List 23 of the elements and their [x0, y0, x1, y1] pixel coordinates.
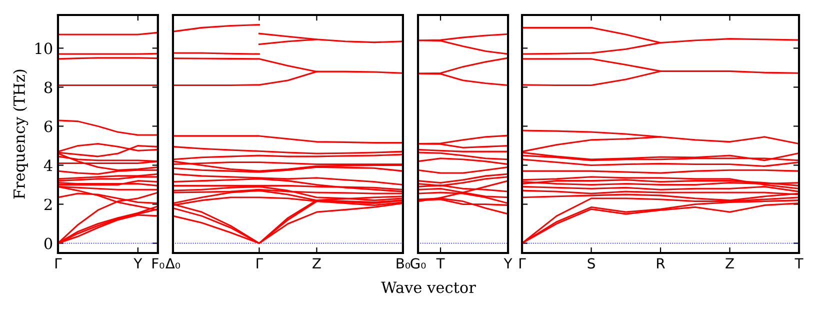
x-tick-label: Z	[726, 258, 734, 268]
x-tick-label: G₀	[410, 258, 426, 269]
x-tick-label: Y	[504, 258, 512, 268]
y-tick-label: 2	[44, 198, 52, 210]
x-tick-label: Γ	[256, 258, 264, 268]
y-tick-label: 4	[44, 160, 52, 172]
y-tick-label: 6	[44, 120, 52, 132]
x-tick-label: S	[588, 258, 595, 269]
x-tick-label: B₀	[396, 258, 410, 269]
x-tick-label: Z	[312, 258, 321, 268]
x-tick-label: F₀	[152, 258, 164, 269]
x-tick-label: Γ	[520, 258, 526, 268]
text: Wave vector	[381, 282, 476, 294]
y-tick-label: 10	[36, 42, 52, 54]
x-tick-label: Γ	[55, 258, 62, 268]
x-tick-label: Δ₀	[166, 258, 180, 269]
y-axis-title: Frequency (THz)	[13, 70, 28, 199]
x-tick-label: R	[657, 258, 665, 268]
x-tick-label: T	[794, 258, 804, 268]
y-tick-label: 0	[44, 238, 52, 250]
y-tick-label: 8	[44, 82, 52, 94]
x-tick-label: Y	[134, 258, 142, 268]
x-tick-label: T	[436, 258, 445, 268]
